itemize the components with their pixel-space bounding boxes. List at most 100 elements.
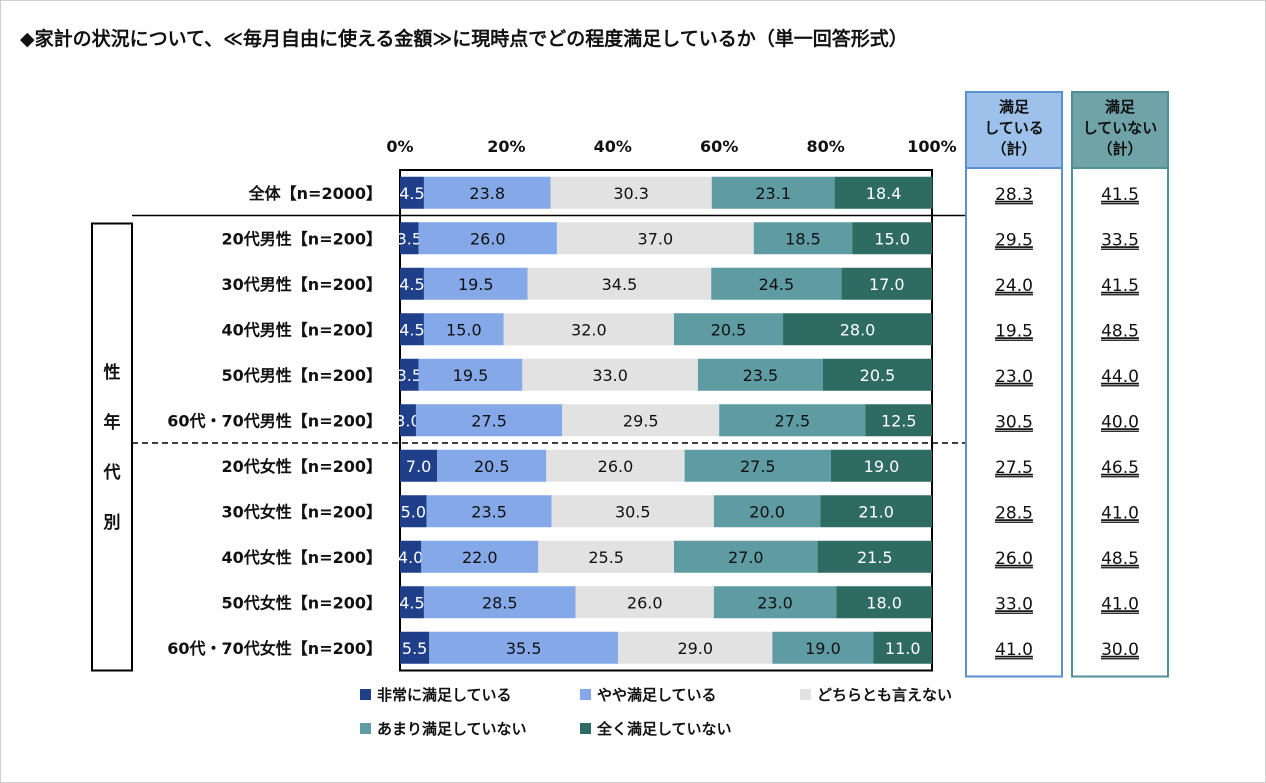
data-label: 7.0: [406, 457, 431, 476]
summary-header-box: [965, 91, 1063, 169]
legend-swatch: [360, 723, 371, 734]
data-label: 27.5: [775, 411, 811, 430]
summary-value: 19.5: [995, 321, 1033, 341]
summary-value: 24.0: [995, 276, 1033, 296]
bar-segment: [400, 449, 438, 482]
summary-value: 30.0: [1101, 640, 1139, 660]
category-label: 30代女性【n=200】: [222, 502, 382, 521]
legend-label: やや満足している: [597, 686, 717, 704]
summary-header-text: している: [984, 119, 1044, 137]
summary-value: 41.0: [995, 640, 1033, 660]
bar-segment: [527, 267, 712, 300]
bar-segment: [421, 540, 539, 573]
legend-label: 非常に満足している: [377, 686, 512, 704]
data-label: 27.5: [740, 457, 776, 476]
bar-segment: [817, 540, 932, 573]
bar-segment: [719, 404, 866, 437]
data-label: 15.0: [446, 320, 482, 339]
bar-segment: [546, 449, 685, 482]
summary-column-box: [1071, 167, 1169, 678]
data-label: 4.5: [399, 275, 424, 294]
data-label: 12.5: [881, 411, 917, 430]
data-label: 35.5: [506, 639, 542, 658]
bar-segment: [429, 631, 619, 664]
legend-label: どちらとも言えない: [817, 686, 953, 704]
bar-segment: [697, 358, 823, 391]
x-tick-label: 0%: [386, 137, 413, 156]
data-label: 17.0: [869, 275, 905, 294]
summary-header-box: [1071, 91, 1169, 169]
data-label: 34.5: [602, 275, 638, 294]
summary-column-box: [965, 167, 1063, 678]
summary-value: 48.5: [1101, 321, 1139, 341]
summary-header-text: していない: [1083, 119, 1158, 137]
legend-item: 全く満足していない: [580, 718, 732, 739]
category-label: 40代男性【n=200】: [222, 320, 382, 339]
legend-label: 全く満足していない: [597, 720, 732, 738]
summary-value: 33.5: [1101, 230, 1139, 250]
summary-value: 29.5: [995, 230, 1033, 250]
summary-value: 40.0: [1101, 412, 1139, 432]
summary-value: 30.5: [995, 412, 1033, 432]
data-label: 25.5: [588, 548, 624, 567]
summary-value: 48.5: [1101, 549, 1139, 569]
category-label: 60代・70代男性【n=200】: [167, 411, 382, 430]
bar-segment: [841, 267, 932, 300]
bar-segment: [783, 313, 932, 346]
legend-swatch: [800, 689, 811, 700]
bar-segment: [418, 222, 557, 255]
data-label: 26.0: [627, 593, 663, 612]
data-label: 4.0: [398, 548, 423, 567]
bar-segment: [423, 176, 551, 209]
legend-item: どちらとも言えない: [800, 684, 952, 705]
legend-item: やや満足している: [580, 684, 717, 705]
bar-segment: [400, 586, 424, 619]
category-label: 全体【n=2000】: [248, 184, 382, 203]
data-label: 22.0: [462, 548, 498, 567]
data-label: 23.8: [469, 184, 505, 203]
data-label: 20.5: [474, 457, 510, 476]
legend-swatch: [580, 689, 591, 700]
summary-value: 44.0: [1101, 367, 1139, 387]
bar-segment: [400, 495, 427, 528]
data-label: 37.0: [638, 229, 674, 248]
category-label: 60代・70代女性【n=200】: [167, 639, 382, 658]
x-tick-label: 40%: [594, 137, 632, 156]
bar-segment: [426, 495, 552, 528]
bar-segment: [772, 631, 874, 664]
data-label: 4.5: [399, 593, 424, 612]
bar-segment: [550, 176, 712, 209]
data-label: 4.5: [399, 184, 424, 203]
data-label: 26.0: [598, 457, 634, 476]
bar-segment: [400, 313, 424, 346]
bar-segment: [503, 313, 674, 346]
data-label: 3.5: [397, 366, 422, 385]
data-label: 19.5: [453, 366, 489, 385]
data-label: 32.0: [571, 320, 607, 339]
chart-title: ◆家計の状況について、≪毎月自由に使える金額≫に現時点でどの程度満足しているか（…: [20, 28, 908, 50]
bar-segment: [423, 313, 504, 346]
bar-segment: [673, 540, 818, 573]
data-label: 21.5: [857, 548, 893, 567]
data-label: 26.0: [470, 229, 506, 248]
data-label: 33.0: [592, 366, 628, 385]
bar-segment: [836, 586, 932, 619]
data-label: 19.5: [458, 275, 494, 294]
bar-segment: [562, 404, 720, 437]
data-label: 20.5: [711, 320, 747, 339]
summary-header-text: （計）: [1097, 140, 1142, 158]
category-label: 50代男性【n=200】: [222, 366, 382, 385]
data-label: 24.5: [759, 275, 795, 294]
data-label: 18.5: [785, 229, 821, 248]
data-label: 23.0: [757, 593, 793, 612]
legend-item: あまり満足していない: [360, 718, 527, 739]
legend-item: 非常に満足している: [360, 684, 512, 705]
data-label: 23.1: [755, 184, 791, 203]
bar-segment: [400, 176, 424, 209]
summary-value: 27.5: [995, 458, 1033, 478]
summary-header-text: （計）: [991, 140, 1036, 158]
data-label: 29.5: [623, 411, 659, 430]
summary-value: 41.0: [1101, 594, 1139, 614]
bar-segment: [822, 358, 932, 391]
